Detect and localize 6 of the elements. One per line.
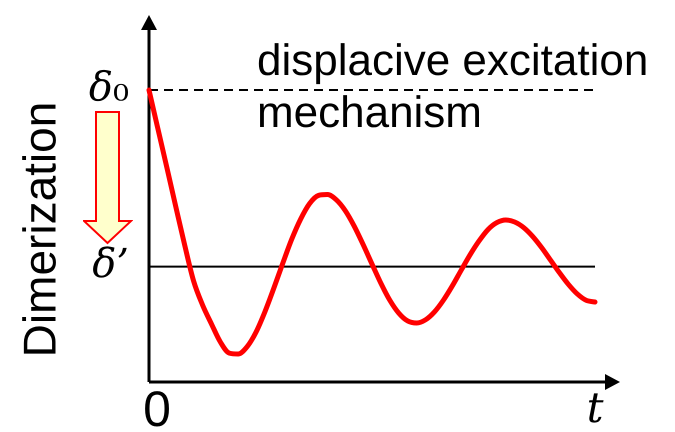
- ref-line-label: δ’: [92, 241, 130, 288]
- annotation: 0: [143, 380, 171, 432]
- x-axis-title: t: [586, 382, 604, 432]
- ref-line-label: δ₀: [88, 64, 130, 110]
- y-axis-title: Dimerization: [14, 102, 66, 358]
- chart-title: displacive excitation mechanism: [257, 36, 648, 137]
